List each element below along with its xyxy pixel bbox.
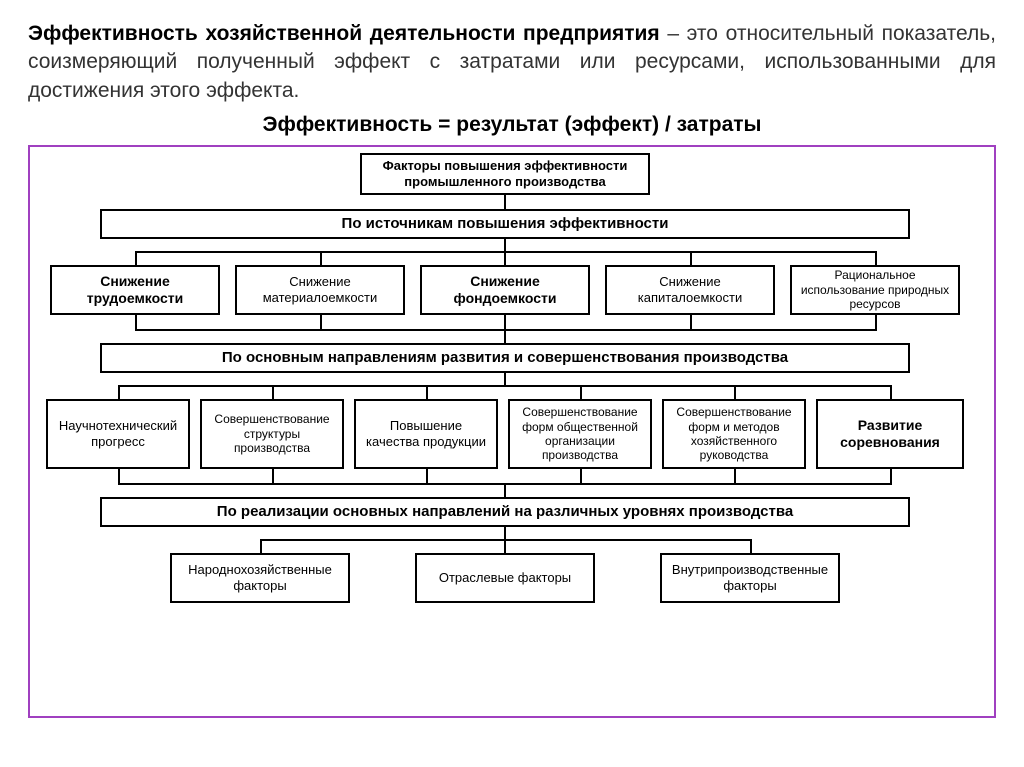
cat1-item-2-label: Снижение фондоемкости xyxy=(428,273,582,307)
cat1-item-2: Снижение фондоемкости xyxy=(420,265,590,315)
cat3-item-0: Народнохозяйственные факторы xyxy=(170,553,350,603)
cat1-item-4: Рациональное использование природных рес… xyxy=(790,265,960,315)
cat2-item-3: Совершенствование форм общественной орга… xyxy=(508,399,652,469)
connector xyxy=(135,329,877,331)
connector xyxy=(504,539,506,553)
cat1-item-1: Снижение материалоемкости xyxy=(235,265,405,315)
cat1-header: По источникам повышения эффективности xyxy=(100,209,910,239)
connector xyxy=(580,469,582,483)
connector xyxy=(504,527,506,539)
connector xyxy=(504,483,506,497)
intro-paragraph: Эффективность хозяйственной деятельности… xyxy=(28,20,996,105)
formula-text: Эффективность = результат (эффект) / зат… xyxy=(28,113,996,137)
connector xyxy=(504,329,506,343)
cat3-label: По реализации основных направлений на ра… xyxy=(217,503,793,521)
cat2-item-2-label: Повышение качества продукции xyxy=(362,418,490,449)
connector xyxy=(504,195,506,209)
connector xyxy=(135,251,137,265)
cat2-item-5-label: Развитие соревнования xyxy=(824,417,956,451)
connector xyxy=(504,251,506,265)
connector xyxy=(875,315,877,329)
connector xyxy=(272,469,274,483)
connector xyxy=(580,385,582,399)
connector xyxy=(890,385,892,399)
cat3-item-1: Отраслевые факторы xyxy=(415,553,595,603)
cat2-item-0: Научнотехнический прогресс xyxy=(46,399,190,469)
diagram-frame: Факторы повышения эффективности промышле… xyxy=(28,145,996,718)
connector xyxy=(750,539,752,553)
cat1-item-1-label: Снижение материалоемкости xyxy=(243,274,397,305)
connector xyxy=(890,469,892,483)
cat2-item-3-label: Совершенствование форм общественной орга… xyxy=(516,405,644,463)
cat3-item-2-label: Внутрипроизводственные факторы xyxy=(668,562,832,593)
cat1-item-3: Снижение капиталоемкости xyxy=(605,265,775,315)
cat2-item-0-label: Научнотехнический прогресс xyxy=(54,418,182,449)
cat2-item-2: Повышение качества продукции xyxy=(354,399,498,469)
connector xyxy=(504,239,506,251)
cat1-item-0-label: Снижение трудоемкости xyxy=(58,273,212,307)
cat3-header: По реализации основных направлений на ра… xyxy=(100,497,910,527)
cat3-item-1-label: Отраслевые факторы xyxy=(439,570,571,586)
connector xyxy=(690,315,692,329)
connector xyxy=(690,251,692,265)
cat2-item-4: Совершенствование форм и методов хозяйст… xyxy=(662,399,806,469)
cat2-header: По основным направлениям развития и сове… xyxy=(100,343,910,373)
cat2-item-1: Совершенствование структуры производства xyxy=(200,399,344,469)
connector xyxy=(260,539,262,553)
connector xyxy=(734,385,736,399)
connector xyxy=(118,385,892,387)
connector xyxy=(320,251,322,265)
cat1-item-4-label: Рациональное использование природных рес… xyxy=(798,268,952,311)
connector xyxy=(734,469,736,483)
cat1-item-3-label: Снижение капиталоемкости xyxy=(613,274,767,305)
cat3-item-0-label: Народнохозяйственные факторы xyxy=(178,562,342,593)
intro-bold: Эффективность хозяйственной деятельности… xyxy=(28,22,660,45)
connector xyxy=(118,385,120,399)
connector xyxy=(272,385,274,399)
cat1-label: По источникам повышения эффективности xyxy=(342,215,669,233)
connector xyxy=(426,469,428,483)
connector xyxy=(504,373,506,385)
connector xyxy=(320,315,322,329)
cat1-item-0: Снижение трудоемкости xyxy=(50,265,220,315)
root-label: Факторы повышения эффективности промышле… xyxy=(368,158,642,189)
connector xyxy=(135,315,137,329)
connector xyxy=(426,385,428,399)
connector xyxy=(504,315,506,329)
connector xyxy=(875,251,877,265)
connector xyxy=(118,469,120,483)
cat2-item-1-label: Совершенствование структуры производства xyxy=(208,412,336,455)
cat3-item-2: Внутрипроизводственные факторы xyxy=(660,553,840,603)
cat2-item-4-label: Совершенствование форм и методов хозяйст… xyxy=(670,405,798,463)
cat2-label: По основным направлениям развития и сове… xyxy=(222,349,788,367)
cat2-item-5: Развитие соревнования xyxy=(816,399,964,469)
root-box: Факторы повышения эффективности промышле… xyxy=(360,153,650,195)
